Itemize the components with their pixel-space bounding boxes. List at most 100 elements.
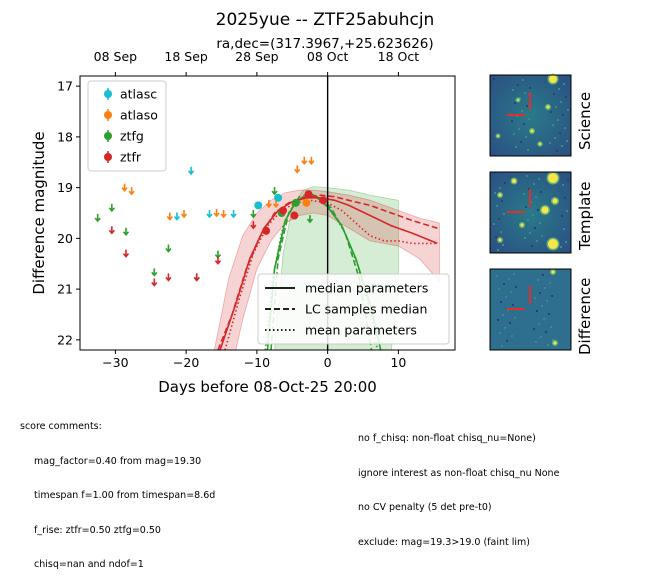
y-tick-label: 19 [57,180,73,195]
thumbnail-noise [559,132,561,134]
x-axis-label: Days before 08-Oct-25 20:00 [158,378,377,396]
comment-line: exclude: mag=19.3>19.0 (faint lim) [358,536,530,548]
thumbnail-noise [563,83,565,85]
thumbnail-noise [523,193,525,195]
legend-lines-box [257,273,450,345]
upper-limit-ztfg [306,215,314,224]
thumbnail-noise [538,323,540,325]
thumbnail-noise [539,292,541,294]
thumb-label-template: Template [576,181,594,250]
thumbnail-noise [526,175,528,177]
thumbnail-noise [552,124,554,126]
thumbnail-noise [527,219,529,221]
thumbnail-noise [493,78,495,80]
thumbnail-noise [567,109,569,111]
thumbnail-noise [550,111,552,113]
thumbnail-noise [497,319,499,321]
thumbnail-noise [529,232,531,234]
thumbnail-noise [529,87,531,89]
upper-limit-ztfr [214,256,222,265]
detection-point-ztfr [262,226,271,235]
thumbnail-noise [554,137,556,139]
y-tick-label: 17 [57,79,73,94]
thumbnail-noise [523,123,525,125]
star [520,223,524,227]
thumbnail-noise [521,110,523,112]
star [552,198,558,204]
upper-limit-atlaso [308,156,315,165]
upper-limit-atlaso [180,210,188,219]
thumbnail-frame [489,268,572,351]
thumbnail-noise [503,213,505,215]
comment-line: chisq=nan and ndof=1 [34,559,144,570]
thumbnail-noise [549,142,551,144]
thumbnail-noise [564,127,566,129]
thumbnail-noise [534,297,536,299]
thumbnail-noise [561,215,563,217]
upper-limit-atlaso [220,210,227,219]
upper-limit-atlasc [206,210,213,219]
thumbnail-panels [489,73,572,351]
thumbnail-noise [555,106,557,108]
upper-limit-ztfg [94,214,101,223]
thumbnail-noise [531,245,533,247]
star [538,142,542,146]
upper-limit-ztfr [250,221,257,230]
thumbnail-noise [505,296,507,298]
upper-limit-atlaso [166,212,173,221]
thumbnail-noise [532,214,534,216]
thumbnail-noise [546,300,548,302]
thumbnail-noise [499,332,501,334]
thumbnail-noise [495,236,497,238]
chart-subtitle: ra,dec=(317.3967,+25.623626) [216,36,433,52]
thumbnail-frame [489,74,572,157]
thumbnail-noise [502,314,504,316]
detection-point-ztfr [304,190,313,199]
detection-point-atlasc [274,193,283,202]
top-tick-label: 08 Sep [94,49,138,64]
legend-marker-ztfr [104,153,112,161]
legend-label-atlaso: atlaso [120,108,158,123]
score-comments-header: score comments: [20,421,102,432]
thumbnail-noise [536,310,538,312]
y-tick-label: 22 [57,332,73,347]
thumbnail-noise [566,140,568,142]
thumbnail-difference [489,268,572,351]
plot-frame [79,75,456,351]
upper-limit-ztfg [108,203,115,213]
thumbnail-noise [503,283,505,285]
legend-label-ztfr: ztfr [120,150,142,165]
upper-limit-atlaso [213,208,220,218]
upper-limit-ztfg [151,268,158,277]
thumbnail-noise [543,318,545,320]
detection-point-ztfr [319,196,328,205]
star [551,270,555,274]
top-tick-label: 18 Sep [164,49,208,64]
thumbnail-noise [540,191,542,193]
thumbnail-noise [549,282,551,284]
thumbnail-noise [506,340,508,342]
thumbnail-noise [533,328,535,330]
upper-limit-atlasc [187,166,195,176]
thumbnail-noise [525,206,527,208]
thumbnail-noise [498,288,500,290]
plot-area: −30 −20 −10 0 10 17 18 19 20 21 22 08 Sep 18 Sep 28 S… [30,49,456,396]
thumbnail-noise [511,335,513,337]
thumbnail-noise [525,136,527,138]
thumbnail-noise [494,192,496,194]
thumbnail-frame [489,171,572,254]
thumbnail-noise [514,317,516,319]
thumbnail-noise [537,279,539,281]
thumbnail-noise [561,145,563,147]
thumbnail-noise [496,275,498,277]
thumbnail-noise [562,114,564,116]
thumbnail-noise [500,231,502,233]
star [498,238,502,242]
comment-line: timespan f=1.00 from timespan=8.6d [34,490,216,501]
thumbnail-noise [536,240,538,242]
legend-line-label: mean parameters [305,323,417,338]
top-tick-label: 18 Oct [378,49,420,64]
thumbnail-noise [548,313,550,315]
thumbnail-noise [545,331,547,333]
thumbnail-noise [553,93,555,95]
